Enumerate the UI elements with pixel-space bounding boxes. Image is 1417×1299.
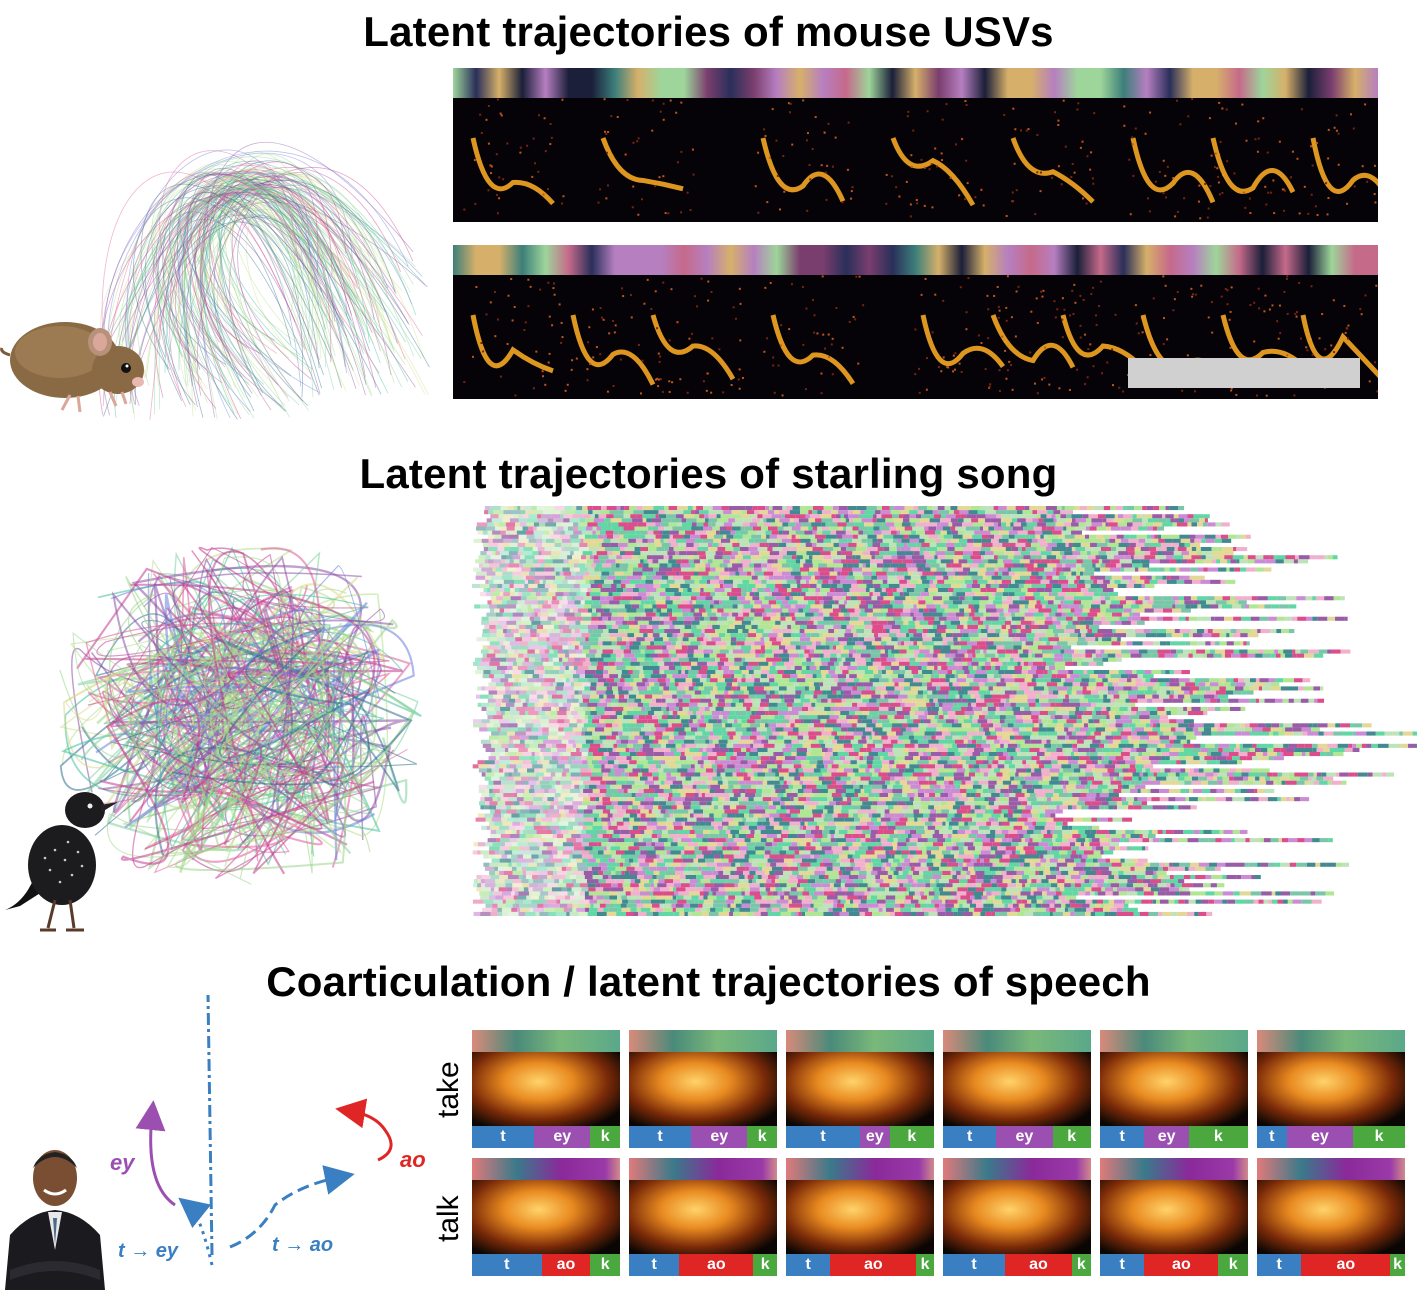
- spectrogram-body: [472, 1052, 620, 1126]
- phone-label: ey: [534, 1126, 591, 1148]
- spectrogram-body: [1100, 1180, 1248, 1254]
- phone-label: t: [786, 1126, 860, 1148]
- starling-title: Latent trajectories of starling song: [359, 450, 1058, 497]
- spectrogram-body: [943, 1052, 1091, 1126]
- latent-colorbar: [629, 1158, 777, 1180]
- phone-label: k: [747, 1126, 777, 1148]
- phone-label: t: [786, 1254, 831, 1276]
- phone-label: t: [943, 1126, 997, 1148]
- phone-label: t: [629, 1126, 692, 1148]
- spectrogram-tile: t ey k: [1257, 1030, 1405, 1148]
- starling-trajectory-plot: [30, 505, 445, 925]
- latent-colorbar: [1100, 1158, 1248, 1180]
- spectrogram-tile: t ey k: [472, 1030, 620, 1148]
- phone-label: ao: [1005, 1254, 1072, 1276]
- label-t-ey: t → ey: [118, 1240, 179, 1262]
- phone-label: ao: [830, 1254, 917, 1276]
- latent-colorbar: [1257, 1030, 1405, 1052]
- starling-illustration: [0, 780, 130, 940]
- mouse-spectrogram-1: [453, 68, 1378, 222]
- latent-colorbar: [786, 1030, 934, 1052]
- phone-label: t: [1257, 1254, 1302, 1276]
- latent-colorbar: [453, 68, 1378, 98]
- speech-trajectory-plot: ey ao t → ey t → ao: [100, 985, 460, 1285]
- row-label-take: take: [432, 1061, 465, 1118]
- latent-colorbar: [943, 1158, 1091, 1180]
- phone-label: k: [1353, 1126, 1405, 1148]
- phone-label: k: [753, 1254, 777, 1276]
- spectrogram-body: [943, 1180, 1091, 1254]
- phone-label: k: [889, 1126, 934, 1148]
- phone-label: ey: [860, 1126, 890, 1148]
- spectrogram-tile: t ao k: [786, 1158, 934, 1276]
- phone-label: t: [472, 1126, 535, 1148]
- phone-label: k: [916, 1254, 934, 1276]
- phone-label: ey: [996, 1126, 1053, 1148]
- phone-label: k: [590, 1126, 620, 1148]
- spectrogram-tile: t ey k: [943, 1030, 1091, 1148]
- spectrogram-body: [1257, 1180, 1405, 1254]
- phone-label: ao: [541, 1254, 591, 1276]
- phone-label: ey: [1286, 1126, 1354, 1148]
- spectrogram-tile: t ao k: [943, 1158, 1091, 1276]
- spectrogram-tile: t ey k: [1100, 1030, 1248, 1148]
- latent-colorbar: [453, 245, 1378, 275]
- latent-colorbar: [472, 1158, 620, 1180]
- mouse-illustration: [0, 300, 160, 425]
- phone-label: t: [472, 1254, 542, 1276]
- spectrogram-tile: t ao k: [1257, 1158, 1405, 1276]
- row-label-talk: talk: [432, 1195, 465, 1242]
- spectrogram-body: [472, 1180, 620, 1254]
- spectrogram-body: [629, 1052, 777, 1126]
- phone-label: t: [1257, 1126, 1287, 1148]
- phone-label: t: [943, 1254, 1006, 1276]
- phone-label: t: [629, 1254, 680, 1276]
- spectrogram-tile: t ao k: [1100, 1158, 1248, 1276]
- latent-colorbar: [472, 1030, 620, 1052]
- phone-label: ey: [1144, 1126, 1189, 1148]
- latent-colorbar: [943, 1030, 1091, 1052]
- spectrogram-tile: t ao k: [472, 1158, 620, 1276]
- mouse-title: Latent trajectories of mouse USVs: [363, 8, 1054, 55]
- speech-title: Coarticulation / latent trajectories of …: [266, 958, 1151, 1005]
- phone-label: t: [1100, 1254, 1145, 1276]
- spectrogram-body: [1257, 1052, 1405, 1126]
- phone-label: k: [590, 1254, 620, 1276]
- phone-label: ao: [679, 1254, 754, 1276]
- phone-label: k: [1188, 1126, 1248, 1148]
- label-ey: ey: [110, 1150, 136, 1175]
- phone-label: k: [1071, 1254, 1091, 1276]
- spectrogram-tile: t ao k: [629, 1158, 777, 1276]
- latent-colorbar: [1100, 1030, 1248, 1052]
- label-ao: ao: [400, 1147, 426, 1172]
- spectrogram-body: [786, 1180, 934, 1254]
- latent-colorbar: [1257, 1158, 1405, 1180]
- phone-label: ey: [691, 1126, 748, 1148]
- phone-label: k: [1052, 1126, 1091, 1148]
- scale-bar: [1128, 358, 1360, 388]
- mouse-trajectory-plot: [40, 20, 440, 440]
- phone-label: k: [1390, 1254, 1405, 1276]
- spectrogram-tile: t ey k: [629, 1030, 777, 1148]
- spectrogram-body: [1100, 1052, 1248, 1126]
- latent-colorbar: [786, 1158, 934, 1180]
- phone-label: k: [1218, 1254, 1248, 1276]
- latent-colorbar: [629, 1030, 777, 1052]
- label-t-ao: t → ao: [272, 1234, 333, 1256]
- phone-label: ao: [1301, 1254, 1391, 1276]
- mouse-spectrogram-2: [453, 245, 1378, 399]
- starling-latent-raster: [462, 506, 1417, 920]
- spectrogram-tile: t ey k: [786, 1030, 934, 1148]
- spectrogram-body: [629, 1180, 777, 1254]
- phone-label: ao: [1144, 1254, 1219, 1276]
- spectrogram-body: [786, 1052, 934, 1126]
- speaker-illustration: [0, 1140, 110, 1290]
- phone-label: t: [1100, 1126, 1145, 1148]
